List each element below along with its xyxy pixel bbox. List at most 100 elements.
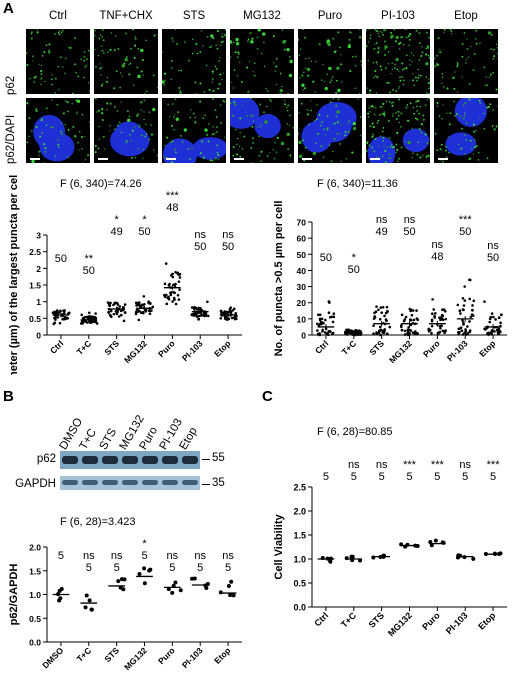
data-point (492, 315, 495, 319)
significance-label: ns (376, 459, 388, 471)
n-label: 5 (323, 471, 329, 483)
data-point (431, 298, 434, 301)
y-tick-label: 2.0 (29, 543, 41, 553)
data-point (463, 299, 467, 302)
data-point (231, 593, 236, 598)
y-tick-label: 60 (297, 234, 307, 244)
significance-label: ns (348, 459, 360, 471)
blot-band (62, 456, 78, 464)
x-tick-label: Ctrl (48, 338, 65, 355)
data-point (464, 328, 467, 331)
data-point (499, 321, 502, 325)
y-axis-label: p62/GAPDH (8, 564, 20, 626)
significance-label: ns (459, 459, 471, 471)
data-point (174, 270, 177, 274)
data-point (137, 309, 140, 312)
data-point (137, 301, 140, 304)
data-point (174, 302, 178, 306)
data-point (134, 312, 138, 316)
significance-label: ns (404, 214, 416, 226)
data-point (164, 262, 168, 265)
data-point (378, 317, 382, 321)
data-point (190, 313, 193, 317)
x-tick-label: MG132 (387, 338, 414, 365)
data-point (359, 329, 362, 333)
data-point (463, 331, 466, 335)
data-point (85, 315, 88, 319)
data-point (383, 314, 386, 318)
data-point (407, 326, 410, 329)
panel-letter-b: B (3, 388, 14, 405)
data-point (123, 303, 127, 306)
column-label: MG132 (243, 10, 281, 22)
x-tick-label: STS (367, 338, 386, 357)
data-point (176, 293, 180, 297)
x-tick-label: Puro (420, 610, 442, 632)
data-point (380, 311, 384, 314)
data-point (192, 312, 196, 316)
data-point (383, 330, 386, 333)
data-point (416, 332, 419, 335)
data-point (490, 312, 494, 315)
micrograph-tile (161, 28, 227, 95)
data-point (61, 317, 65, 321)
data-point (379, 306, 383, 309)
blot-band (182, 480, 198, 485)
data-point (178, 588, 183, 593)
data-point (468, 320, 471, 323)
data-point (233, 316, 236, 319)
marker-label: 35 (212, 477, 225, 489)
data-point (324, 318, 327, 322)
n-label: 5 (114, 562, 120, 574)
significance-label: ns (83, 550, 95, 562)
data-point (332, 312, 336, 315)
y-tick-label: 0.5 (29, 614, 41, 624)
data-point (377, 331, 381, 335)
blot-band (182, 456, 198, 464)
data-point (147, 301, 150, 304)
n-label: 5 (141, 550, 147, 562)
significance-label: ** (85, 253, 94, 265)
y-tick-label: 1.0 (293, 555, 306, 565)
n-label: 49 (111, 226, 123, 238)
data-point (383, 328, 386, 331)
micrograph-tile (365, 28, 431, 95)
data-point (107, 311, 110, 314)
data-point (84, 593, 89, 598)
data-point (432, 308, 436, 311)
data-point (441, 329, 445, 333)
data-point (412, 318, 416, 322)
x-tick-label: STS (367, 610, 386, 629)
data-point (142, 566, 147, 571)
n-label: 50 (320, 252, 332, 264)
data-point (68, 311, 71, 315)
n-label: 50 (55, 253, 67, 265)
y-tick-label: 0.5 (293, 579, 306, 589)
data-point (472, 299, 476, 303)
data-point (112, 312, 116, 316)
data-point (170, 590, 175, 595)
data-point (87, 311, 91, 315)
data-point (91, 315, 95, 319)
data-point (59, 309, 62, 313)
y-tick-label: 0.0 (293, 603, 306, 613)
data-point (142, 581, 147, 586)
micrograph-tile (433, 28, 499, 95)
data-point (89, 607, 94, 612)
blot-band (142, 480, 158, 485)
data-point (403, 329, 407, 333)
data-point (116, 579, 121, 584)
data-point (459, 326, 463, 329)
data-point (173, 580, 178, 585)
data-point (151, 305, 155, 309)
data-point (108, 304, 112, 308)
x-tick-label: STS (102, 645, 121, 664)
data-point (169, 291, 172, 295)
data-point (148, 309, 152, 312)
data-point (471, 556, 476, 561)
significance-label: * (142, 538, 147, 550)
data-point (330, 332, 334, 336)
n-label: 5 (86, 562, 92, 574)
y-tick-label: 10 (297, 314, 307, 324)
data-point (463, 285, 466, 288)
